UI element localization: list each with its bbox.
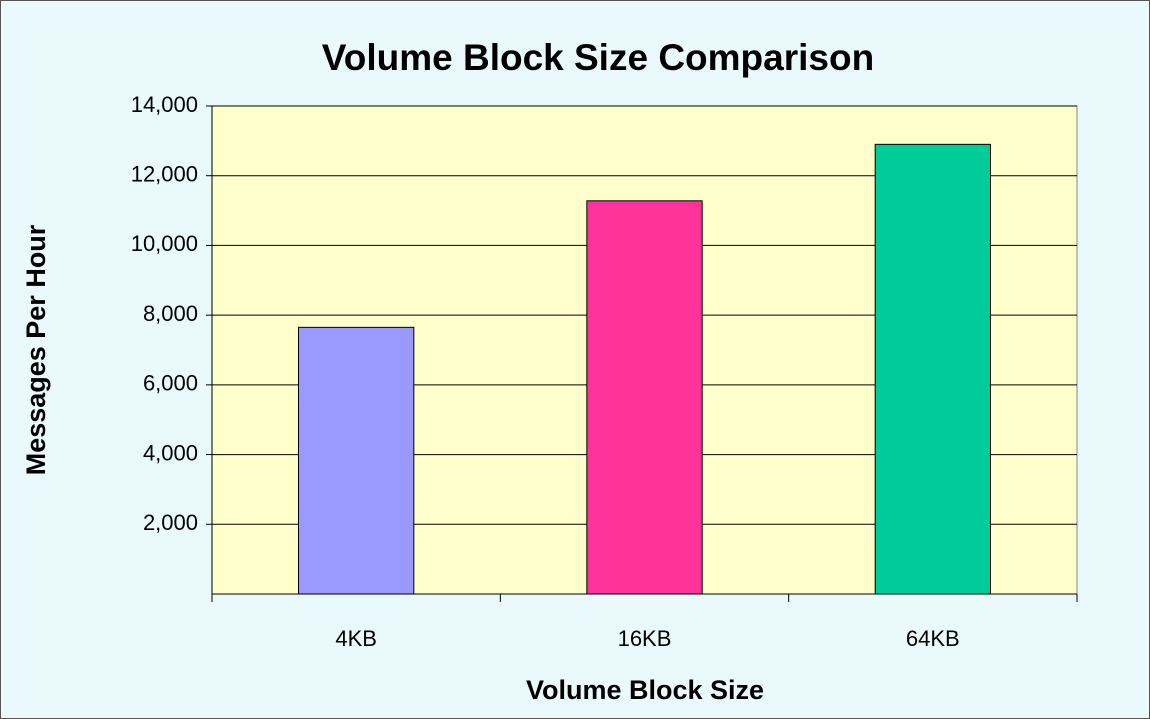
y-axis-label: Messages Per Hour bbox=[21, 224, 51, 475]
y-tick-label: 2,000 bbox=[143, 510, 198, 535]
x-tick-label: 4KB bbox=[335, 626, 377, 651]
y-tick-label: 8,000 bbox=[143, 301, 198, 326]
bar bbox=[586, 200, 703, 595]
bar bbox=[874, 143, 992, 595]
bar bbox=[298, 326, 415, 595]
chart-title: Volume Block Size Comparison bbox=[322, 37, 874, 78]
x-axis-label: Volume Block Size bbox=[526, 675, 764, 705]
y-tick-label: 6,000 bbox=[143, 371, 198, 396]
y-tick-label: 4,000 bbox=[143, 440, 198, 465]
x-tick-label: 16KB bbox=[618, 626, 672, 651]
y-tick-label: 10,000 bbox=[131, 231, 198, 256]
y-tick-label: 12,000 bbox=[131, 162, 198, 187]
y-tick-label: 14,000 bbox=[131, 92, 198, 117]
x-tick-label: 64KB bbox=[906, 626, 960, 651]
